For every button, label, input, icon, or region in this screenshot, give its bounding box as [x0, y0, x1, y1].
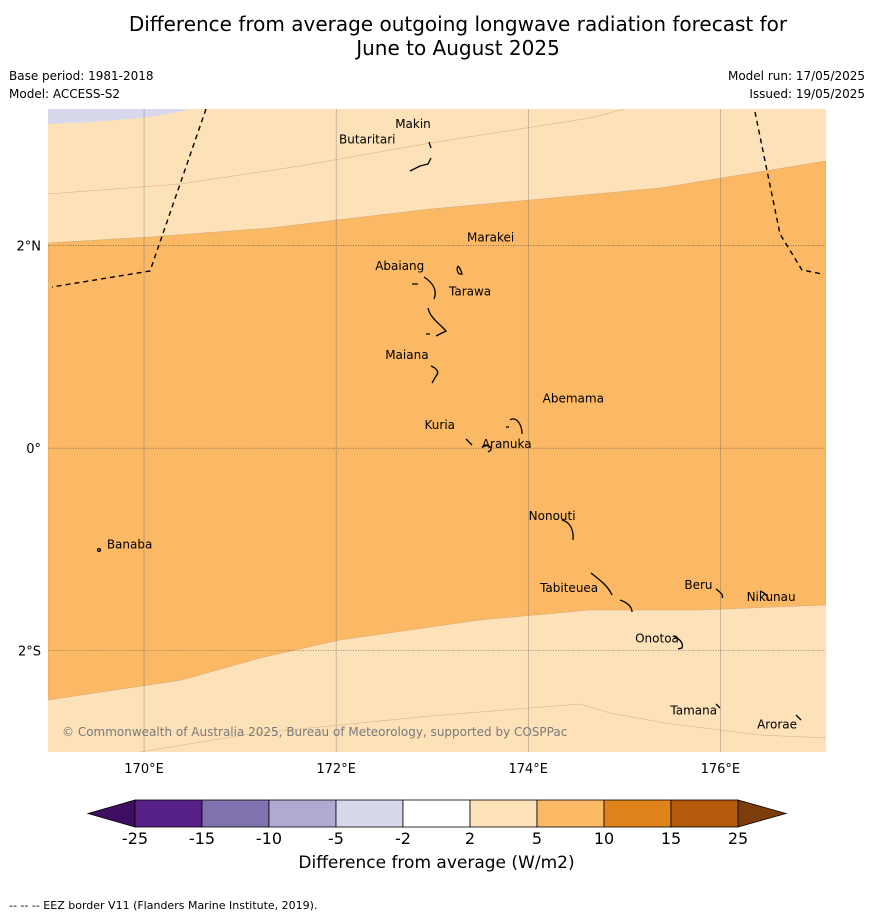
lon-tick-label: 172°E [316, 762, 356, 777]
meta-left: Base period: 1981-2018 Model: ACCESS-S2 [9, 67, 154, 103]
colorbar-extend-low [86, 799, 136, 828]
eez-legend-note: -- -- -- EEZ border V11 (Flanders Marine… [9, 899, 318, 912]
colorbar-cell-0 [134, 799, 203, 828]
grid-lines [48, 109, 826, 752]
colorbar-tick-label: 25 [728, 829, 748, 848]
place-label-maiana: Maiana [385, 348, 428, 362]
lon-tick-label: 170°E [124, 762, 164, 777]
place-label-banaba: Banaba [107, 537, 153, 551]
island-aranuka [481, 445, 492, 453]
island-beru [715, 588, 724, 599]
lon-tick-label: 174°E [508, 762, 548, 777]
place-label-marakei: Marakei [467, 231, 514, 245]
colorbar-label: Difference from average (W/m2) [298, 853, 575, 873]
place-label-onotoa: Onotoa [635, 631, 679, 645]
model-name: Model: ACCESS-S2 [9, 87, 121, 101]
colorbar-tick-label: -15 [189, 829, 215, 848]
lat-tick-label: 2°S [18, 645, 41, 660]
island-tamana [715, 703, 721, 709]
island-abaiang [412, 276, 436, 300]
colorbar-tick-label: -5 [328, 829, 344, 848]
colorbar-tick-label: -2 [395, 829, 411, 848]
lon-tick-label: 176°E [701, 762, 741, 777]
island-marakei [456, 265, 463, 275]
colorbar-cell-3 [335, 799, 404, 828]
base-period: Base period: 1981-2018 [9, 69, 154, 83]
island-tarawa [426, 307, 448, 337]
island-shapes [96, 141, 802, 721]
chart-title: Difference from average outgoing longwav… [0, 12, 873, 60]
colorbar-cell-6 [536, 799, 605, 828]
lat-tick-label: 2°N [17, 240, 42, 255]
colorbar-extend-high [737, 799, 788, 828]
eez-border-west [51, 109, 207, 288]
place-label-abemama: Abemama [543, 392, 604, 406]
place-label-arorae: Arorae [757, 718, 797, 732]
colorbar-tick-label: 5 [532, 829, 542, 848]
issued-date: Issued: 19/05/2025 [749, 87, 865, 101]
meta-right: Model run: 17/05/2025 Issued: 19/05/2025 [728, 67, 865, 103]
place-label-makin: Makin [395, 117, 431, 131]
place-label-nonouti: Nonouti [529, 509, 576, 523]
island-butaritari [409, 157, 432, 172]
place-label-butaritari: Butaritari [339, 132, 396, 146]
place-label-beru: Beru [684, 578, 712, 592]
island-onotoa [672, 635, 684, 650]
colorbar-tick-label: 15 [661, 829, 681, 848]
place-label-tabiteuea: Tabiteuea [539, 581, 598, 595]
title-line-2: June to August 2025 [356, 36, 560, 60]
place-label-tarawa: Tarawa [448, 284, 491, 298]
colorbar-cell-4 [402, 799, 471, 828]
place-label-aranuka: Aranuka [482, 437, 532, 451]
colorbar-tick-label: -10 [256, 829, 282, 848]
colorbar-tick-label: 10 [594, 829, 614, 848]
island-kuria [465, 438, 473, 446]
colorbar-ticks: -25 -15 -10 -5 -2 2 5 10 15 25 [122, 829, 748, 848]
island-tabiteuea [590, 572, 633, 613]
colorbar-cell-2 [268, 799, 337, 828]
colorbar-cell-7 [603, 799, 672, 828]
island-nonouti [561, 519, 574, 541]
region-minus-5-to-minus-2 [48, 109, 190, 124]
model-run: Model run: 17/05/2025 [727, 69, 865, 83]
island-maiana [430, 365, 439, 384]
island-arorae [795, 714, 802, 721]
colorbar-cell-8 [670, 799, 739, 828]
place-label-kuria: Kuria [425, 418, 456, 432]
eez-border-east [754, 111, 823, 275]
colorbar-cell-1 [201, 799, 270, 828]
axis-tick-labels: 170°E 172°E 174°E 176°E 2°N 0° 2°S [17, 240, 741, 777]
colorbar-tick-label: -25 [122, 829, 148, 848]
island-nikunau [759, 590, 769, 601]
place-label-nikunau: Nikunau [747, 590, 796, 604]
contour-top [48, 109, 626, 195]
place-label-abaiang: Abaiang [375, 259, 424, 273]
region-5-to-10 [48, 160, 826, 701]
lat-tick-label: 0° [26, 442, 41, 457]
island-makin [428, 141, 432, 149]
colorbar-tick-label: 2 [465, 829, 475, 848]
island-abemama [506, 418, 523, 435]
copyright-notice: © Commonwealth of Australia 2025, Bureau… [62, 725, 567, 739]
colorbar-cell-5 [469, 799, 538, 828]
island-banaba [96, 547, 102, 553]
contour-bottom [139, 703, 826, 752]
title-line-1: Difference from average outgoing longwav… [128, 12, 788, 36]
place-label-tamana: Tamana [669, 703, 717, 717]
colorbar-cells [86, 799, 788, 828]
